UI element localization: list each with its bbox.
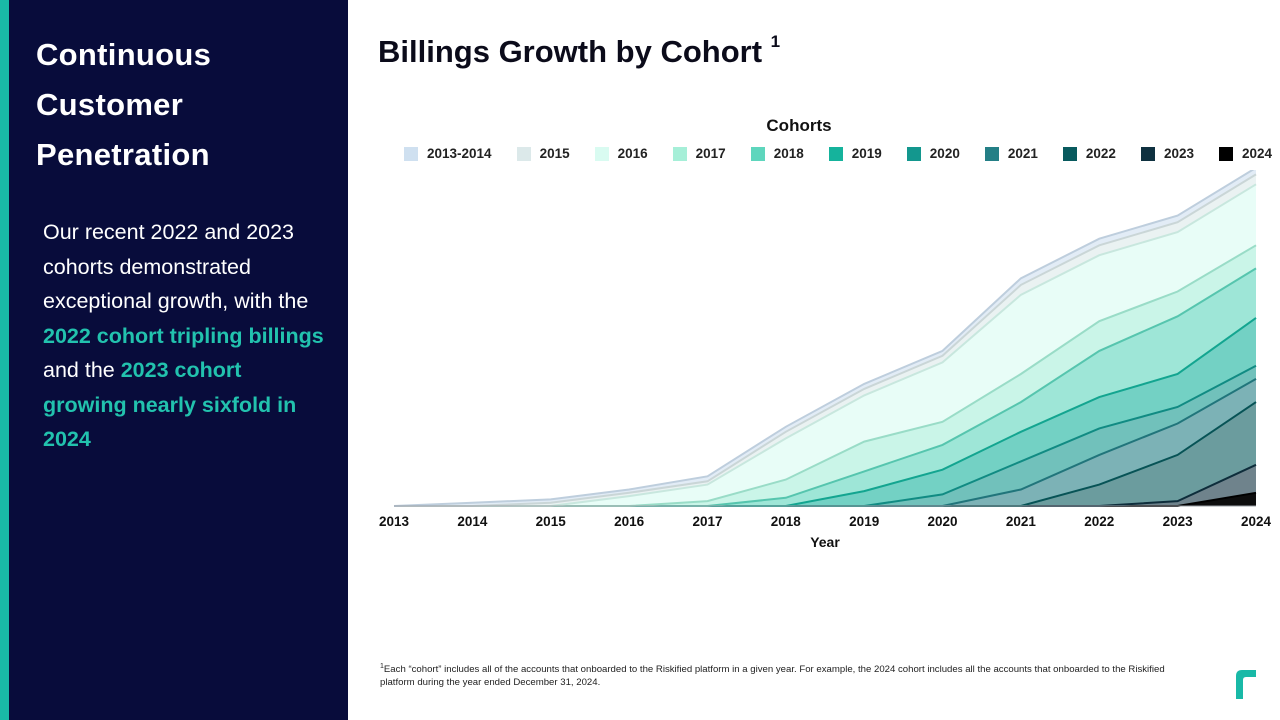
footnote-text: Each “cohort” includes all of the accoun…: [380, 664, 1165, 688]
legend-swatch: [984, 146, 999, 161]
x-tick-label: 2022: [1084, 514, 1114, 529]
x-tick-label: 2015: [536, 514, 567, 529]
legend-label: 2024: [1241, 146, 1273, 161]
legend-label: 2021: [1007, 146, 1038, 161]
legend-swatch: [404, 146, 418, 161]
x-tick-label: 2021: [1006, 514, 1037, 529]
legend-item-2017: 2017: [672, 146, 726, 161]
footnote: 1Each “cohort” includes all of the accou…: [380, 661, 1190, 689]
sidebar-highlight-1: 2022 cohort tripling billings: [43, 323, 324, 348]
legend-label: 2018: [773, 146, 804, 161]
legend-item-2016: 2016: [594, 146, 648, 161]
sidebar-body-text: Our recent 2022 and 2023 cohorts demonst…: [43, 215, 329, 457]
legend-swatch: [594, 146, 609, 161]
legend-item-2020: 2020: [906, 146, 960, 161]
legend-item-2015: 2015: [516, 146, 570, 161]
x-tick-label: 2023: [1163, 514, 1194, 529]
area-cohort-2018: [394, 268, 1256, 506]
legend-label: 2015: [539, 146, 570, 161]
x-tick-label: 2017: [692, 514, 722, 529]
legend-swatch: [1140, 146, 1155, 161]
legend-item-2023: 2023: [1140, 146, 1194, 161]
slide-title: Billings Growth by Cohort 1: [378, 31, 781, 70]
slide-title-footnote-ref: 1: [770, 31, 781, 51]
chart-legend: 2013-2014 2015 2016 2017 2018 2019 2020 2021 202…: [404, 146, 1272, 161]
legend-swatch: [750, 146, 765, 161]
area-cohort-2016: [394, 184, 1256, 507]
legend-item-2022: 2022: [1062, 146, 1116, 161]
legend-swatch: [1218, 146, 1233, 161]
area-cohort-2020: [394, 365, 1256, 506]
legend-label: 2016: [617, 146, 648, 161]
legend-item-2021: 2021: [984, 146, 1038, 161]
x-tick-label: 2024: [1241, 514, 1272, 529]
legend-swatch: [672, 146, 687, 161]
sidebar-text-2: and the: [43, 358, 121, 382]
line-cohort-2015: [394, 173, 1257, 507]
area-cohort-2019: [394, 317, 1256, 506]
x-tick-label: 2013: [379, 514, 410, 529]
x-tick-label: 2014: [457, 514, 488, 529]
legend-swatch: [1062, 146, 1077, 161]
legend-title: Cohorts: [766, 116, 832, 135]
sidebar: Continuous Customer Penetration Our rece…: [9, 0, 348, 720]
riskified-logo-icon: [1236, 670, 1256, 699]
area-cohort-2022: [394, 402, 1256, 506]
legend-swatch: [516, 146, 531, 161]
legend-label: 2013-2014: [427, 146, 492, 161]
slide-title-text: Billings Growth by Cohort: [378, 34, 771, 69]
footnote-ref: 1: [380, 663, 384, 670]
x-tick-label: 2019: [849, 514, 879, 529]
legend-label: 2017: [695, 146, 726, 161]
cohort-area-chart: 2013 2014 2015 2016 2017 2018 2019 2020 2021 2022…: [379, 170, 1272, 550]
legend-label: 2020: [929, 146, 960, 161]
sidebar-highlight-2: 2023 cohort growing nearly sixfold in 20…: [43, 358, 297, 451]
accent-bar: [0, 0, 9, 720]
legend-item-2024: 2024: [1218, 146, 1273, 161]
legend-label: 2019: [851, 146, 882, 161]
sidebar-text-1: Our recent 2022 and 2023 cohorts demonst…: [43, 220, 309, 313]
line-cohort-2013-2014: [393, 170, 1255, 507]
legend-label: 2023: [1163, 146, 1194, 161]
legend-item-2019: 2019: [828, 146, 882, 161]
x-axis-label: Year: [810, 534, 840, 550]
x-tick-label: 2020: [927, 514, 957, 529]
legend-item-2013-2014: 2013-2014: [404, 146, 492, 161]
legend-swatch: [906, 146, 921, 161]
sidebar-heading: Continuous Customer Penetration: [36, 37, 212, 172]
x-tick-label: 2016: [614, 514, 645, 529]
x-tick-label: 2018: [771, 514, 802, 529]
legend-item-2018: 2018: [750, 146, 804, 161]
legend-swatch: [828, 146, 843, 161]
legend-label: 2022: [1085, 146, 1116, 161]
